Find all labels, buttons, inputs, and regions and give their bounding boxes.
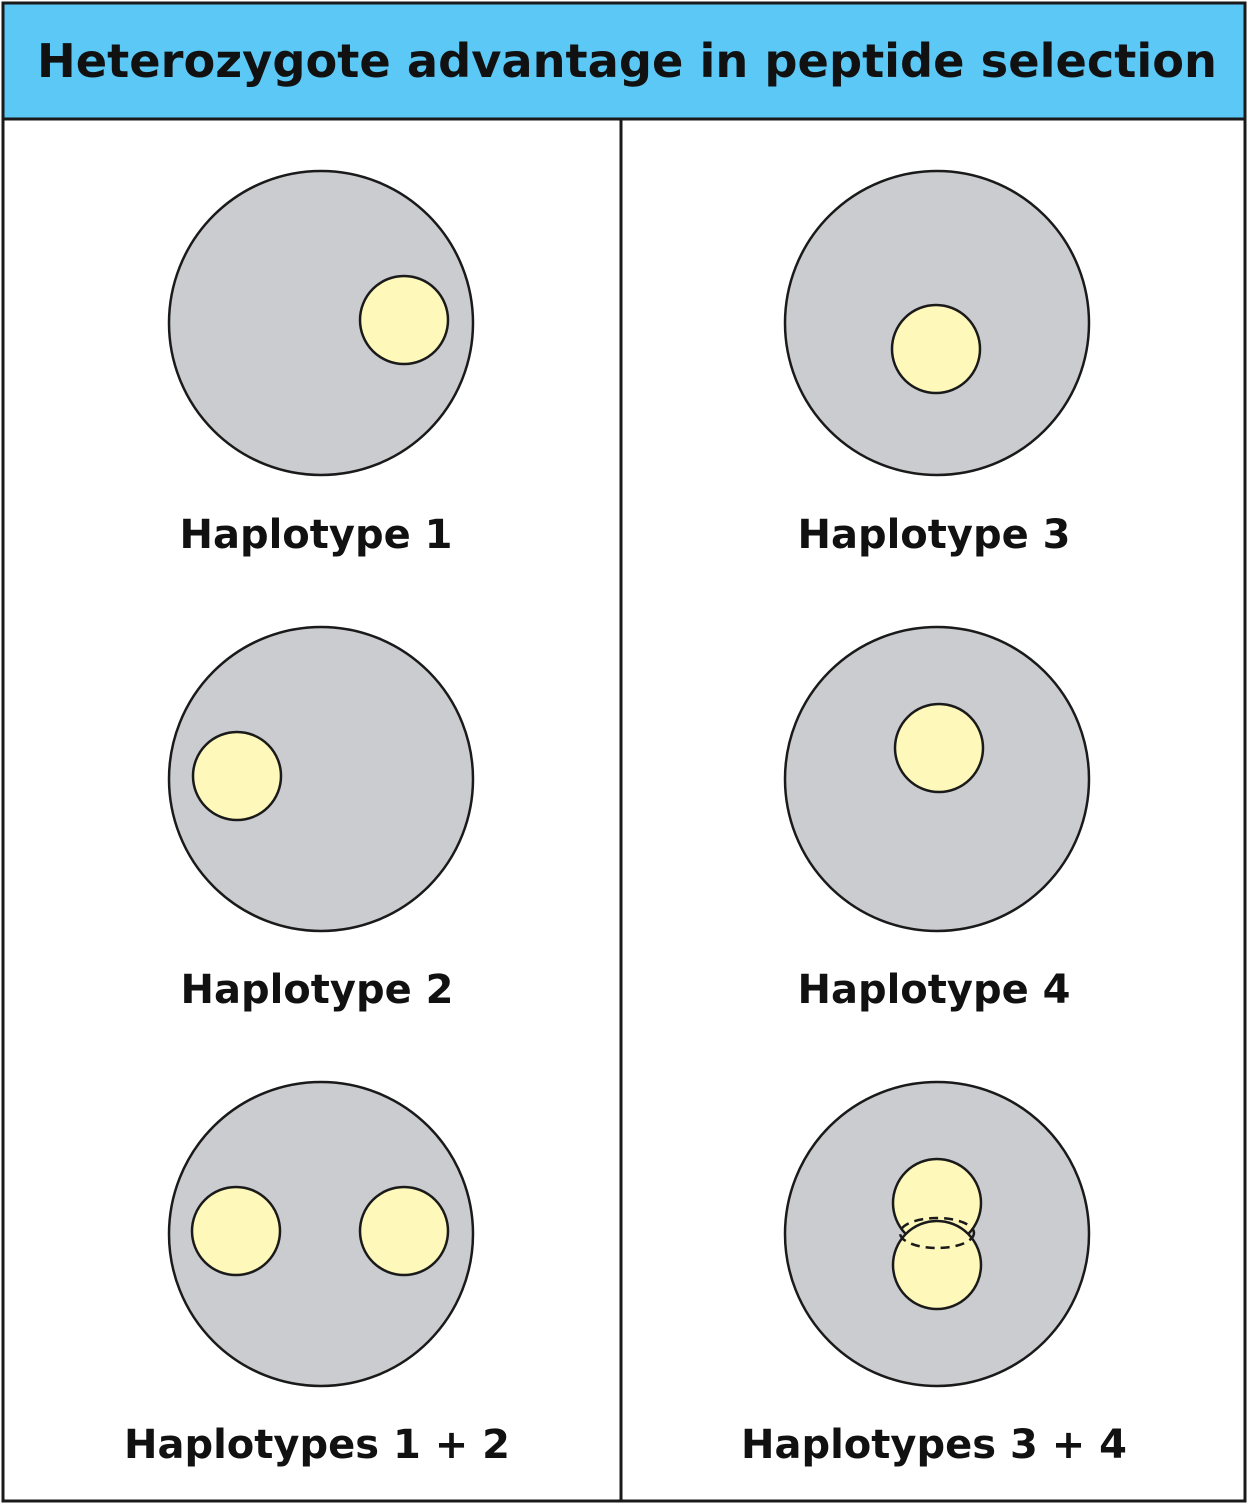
cell-circle [167, 1080, 475, 1388]
peptide-groove [358, 274, 450, 366]
peptide-groove [190, 1185, 282, 1277]
overlap-outline [898, 1216, 976, 1250]
peptide-groove [890, 303, 982, 395]
panel-label: Haplotype 4 [797, 967, 1070, 1013]
panel-label: Haplotype 3 [797, 512, 1070, 558]
panel-haplotypes-3-4: Haplotypes 3 + 4 [741, 1080, 1127, 1468]
peptide-groove [358, 1185, 450, 1277]
panel-haplotype-4: Haplotype 4 [783, 625, 1091, 1013]
title-banner [1, 1, 1247, 121]
cell-circle [167, 169, 475, 477]
panel-border [1, 117, 1247, 1503]
peptide-groove [191, 730, 283, 822]
cell-circle [167, 625, 475, 933]
panel-haplotype-1: Haplotype 1 [167, 169, 475, 558]
panel-haplotype-2: Haplotype 2 [167, 625, 475, 1013]
panel-label: Haplotype 2 [180, 967, 453, 1013]
panel-haplotype-3: Haplotype 3 [783, 169, 1091, 558]
peptide-groove [893, 702, 985, 794]
diagram-title: Heterozygote advantage in peptide select… [37, 34, 1217, 88]
panel-label: Haplotypes 1 + 2 [124, 1422, 510, 1468]
panel-haplotypes-1-2: Haplotypes 1 + 2 [124, 1080, 510, 1468]
peptide-groove [891, 1219, 983, 1311]
panel-label: Haplotypes 3 + 4 [741, 1422, 1127, 1468]
panel-label: Haplotype 1 [179, 512, 452, 558]
